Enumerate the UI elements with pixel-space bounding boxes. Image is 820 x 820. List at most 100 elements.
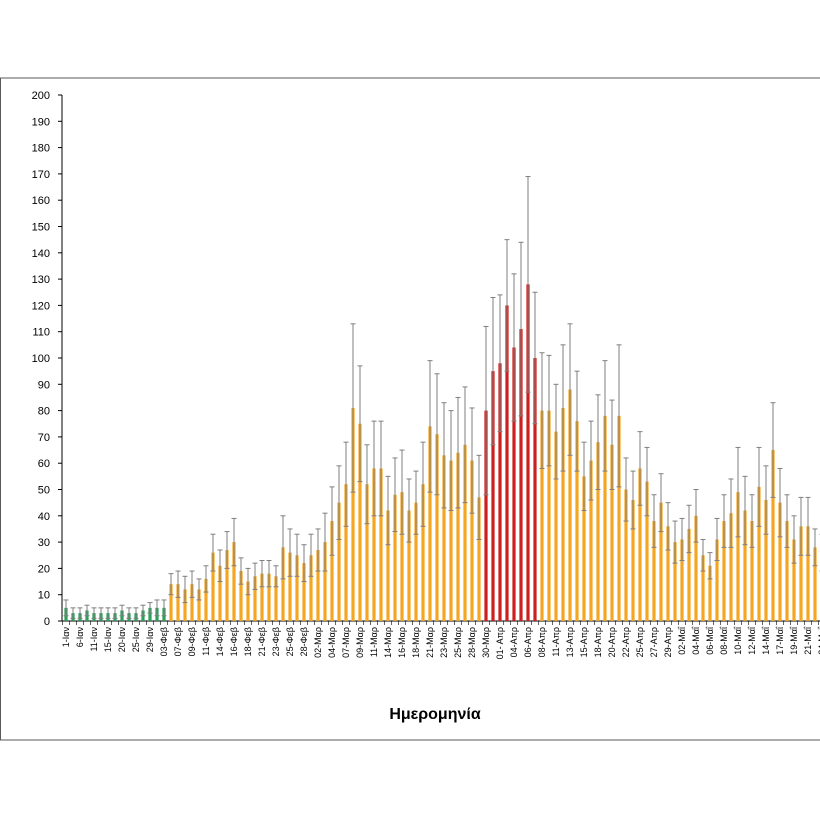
y-tick-label: 140 bbox=[32, 248, 50, 260]
x-tick-label: 07-Μαρ bbox=[341, 627, 351, 658]
bar bbox=[680, 539, 684, 621]
x-tick-label: 14-Φεβ bbox=[215, 627, 225, 656]
bar bbox=[694, 515, 698, 621]
x-tick-label: 19-Μαΐ bbox=[789, 626, 799, 655]
y-tick-label: 30 bbox=[38, 537, 50, 549]
bar bbox=[785, 521, 789, 621]
bar bbox=[358, 423, 362, 621]
x-tick-label: 11-Απρ bbox=[551, 627, 561, 657]
bar bbox=[477, 497, 481, 621]
bar bbox=[701, 555, 705, 621]
y-tick-label: 130 bbox=[32, 274, 50, 286]
y-tick-label: 60 bbox=[38, 458, 50, 470]
x-tick-label: 15-Απρ bbox=[579, 627, 589, 657]
bar bbox=[673, 542, 677, 621]
bar bbox=[337, 502, 341, 621]
bar bbox=[379, 468, 383, 621]
x-tick-label: 23-Φεβ bbox=[271, 627, 281, 656]
y-tick-label: 180 bbox=[32, 143, 50, 155]
x-tick-label: 04-Απρ bbox=[509, 627, 519, 657]
x-tick-label: 21-Μαΐ bbox=[803, 626, 813, 655]
x-tick-label: 06-Μαΐ bbox=[705, 626, 715, 655]
x-tick-label: 25-Ιαν bbox=[131, 627, 141, 653]
x-tick-label: 01- Απρ bbox=[495, 627, 505, 659]
bar bbox=[729, 513, 733, 621]
bar bbox=[449, 460, 453, 621]
x-tick-label: 11-Φεβ bbox=[201, 627, 211, 656]
bar bbox=[400, 492, 404, 621]
x-tick-label: 14-Μαΐ bbox=[761, 626, 771, 655]
x-tick-label: 29-Ιαν bbox=[145, 627, 155, 653]
bar bbox=[603, 415, 607, 621]
bar bbox=[204, 578, 208, 621]
x-tick-label: 18-Μαρ bbox=[411, 627, 421, 658]
bar bbox=[575, 421, 579, 621]
bar bbox=[344, 484, 348, 621]
x-tick-label: 17-Μαΐ bbox=[775, 626, 785, 655]
bar bbox=[813, 547, 817, 621]
bar bbox=[225, 549, 229, 621]
y-tick-label: 90 bbox=[38, 379, 50, 391]
bar bbox=[428, 426, 432, 621]
y-tick-label: 20 bbox=[38, 563, 50, 575]
y-tick-label: 40 bbox=[38, 511, 50, 523]
bar bbox=[589, 460, 593, 621]
bar bbox=[533, 358, 537, 621]
y-tick-label: 10 bbox=[38, 590, 50, 602]
x-tick-label: 04-Μαρ bbox=[327, 627, 337, 658]
bar bbox=[596, 442, 600, 621]
bar bbox=[421, 484, 425, 621]
bar bbox=[750, 521, 754, 621]
bar bbox=[540, 410, 544, 621]
bar bbox=[463, 444, 467, 621]
y-axis: 0 10 20 30 40 50 60 70 80 90 100 110 120 130 140 150 160… bbox=[32, 90, 63, 628]
x-tick-label: 09-Φεβ bbox=[187, 627, 197, 656]
bar bbox=[435, 434, 439, 621]
bar bbox=[323, 542, 327, 621]
x-tick-label: 06-Απρ bbox=[523, 627, 533, 657]
bar bbox=[687, 528, 691, 621]
y-tick-label: 50 bbox=[38, 485, 50, 497]
x-tick-label: 28-Μαρ bbox=[467, 627, 477, 658]
bar bbox=[190, 584, 194, 621]
bar bbox=[708, 565, 712, 621]
bar bbox=[547, 410, 551, 621]
bar bbox=[778, 502, 782, 621]
bar bbox=[365, 484, 369, 621]
bar bbox=[526, 284, 530, 621]
x-tick-label: 22-Απρ bbox=[621, 627, 631, 657]
bar bbox=[309, 555, 313, 621]
x-tick-label: 30-Μαρ bbox=[481, 627, 491, 658]
bar bbox=[148, 607, 152, 621]
x-axis-title: Ημερομηνία bbox=[389, 706, 481, 723]
x-tick-label: 1-Ιαν bbox=[61, 627, 71, 648]
y-tick-label: 120 bbox=[32, 300, 50, 312]
bar bbox=[197, 589, 201, 621]
bar bbox=[568, 389, 572, 621]
x-axis: 1-Ιαν 6-Ιαν 11-Ιαν 15-Ιαν 20-Ιαν 25-Ιαν 29-Ιαν… bbox=[61, 620, 820, 659]
bar bbox=[512, 347, 516, 621]
bar bbox=[764, 500, 768, 621]
y-tick-label: 0 bbox=[44, 616, 50, 628]
x-tick-label: 15-Ιαν bbox=[103, 627, 113, 653]
x-tick-label: 08-Απρ bbox=[537, 627, 547, 657]
bar bbox=[218, 565, 222, 621]
x-tick-label: 24-Μαΐ bbox=[817, 626, 820, 655]
x-tick-label: 13-Απρ bbox=[565, 627, 575, 657]
x-tick-label: 28-Φεβ bbox=[299, 627, 309, 656]
bar bbox=[505, 305, 509, 621]
bar bbox=[407, 510, 411, 621]
bar bbox=[519, 329, 523, 621]
error-bars bbox=[63, 176, 820, 619]
x-tick-label: 16-Φεβ bbox=[229, 627, 239, 656]
bar bbox=[491, 371, 495, 621]
bar bbox=[715, 539, 719, 621]
chart-frame-border bbox=[0, 77, 820, 741]
x-tick-label: 25-Απρ bbox=[635, 627, 645, 657]
bar bbox=[638, 468, 642, 621]
bar bbox=[372, 468, 376, 621]
bar bbox=[260, 573, 264, 621]
bar bbox=[239, 571, 243, 621]
x-tick-label: 25-Μαρ bbox=[453, 627, 463, 658]
